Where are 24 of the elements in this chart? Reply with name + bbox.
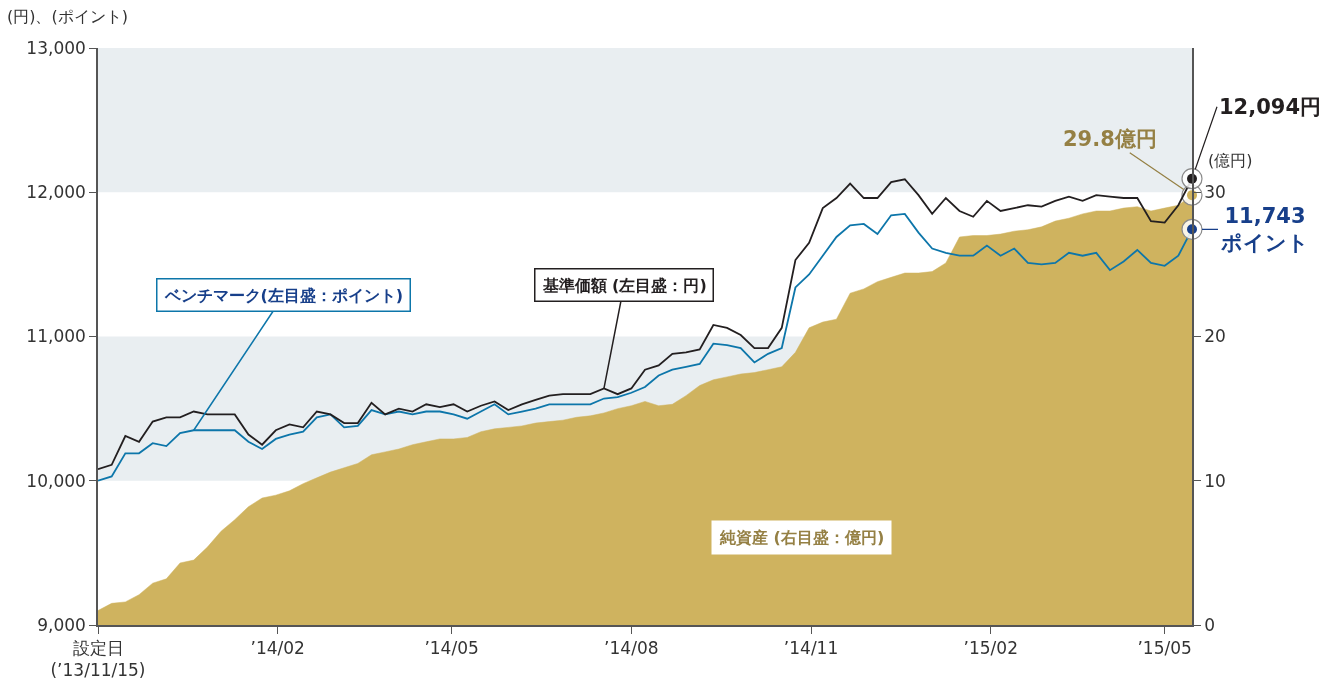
x-tick-label: ’14/05 [424,638,479,659]
x-tick-label: 設定日 (’13/11/15) [50,638,146,681]
data-label: 29.8億円 [1063,127,1157,151]
y2-tick-label: 20 [1204,326,1226,347]
y-tick-label: 11,000 [26,326,86,347]
x-tick-label: ’14/02 [250,638,305,659]
y-tick-label: 12,000 [26,182,86,203]
y-tick-label: 10,000 [26,470,86,491]
y2-axis-title: (億円) [1208,151,1253,170]
x-tick-label: ’15/05 [1137,638,1192,659]
x-tick-label: ’14/11 [783,638,839,659]
x-tick-label: ’15/02 [963,638,1018,659]
y2-tick-label: 10 [1204,470,1226,491]
series-label: 純資産 (右目盛：億円) [719,528,885,547]
y-tick-label: 13,000 [26,37,86,58]
y-tick-label: 9,000 [37,614,86,635]
series-label: 基準価額 (左目盛：円) [541,275,707,295]
data-label: 11,743 ポイント [1220,204,1309,256]
y2-tick-label: 0 [1204,614,1215,635]
y2-tick-label: 30 [1204,182,1226,203]
text: ベンチマーク(左目盛：ポイント) [163,285,404,305]
y-axis-title: (円)、(ポイント) [7,7,128,26]
x-tick-label: ’14/08 [604,638,659,659]
data-label: 12,094円 [1219,95,1322,119]
